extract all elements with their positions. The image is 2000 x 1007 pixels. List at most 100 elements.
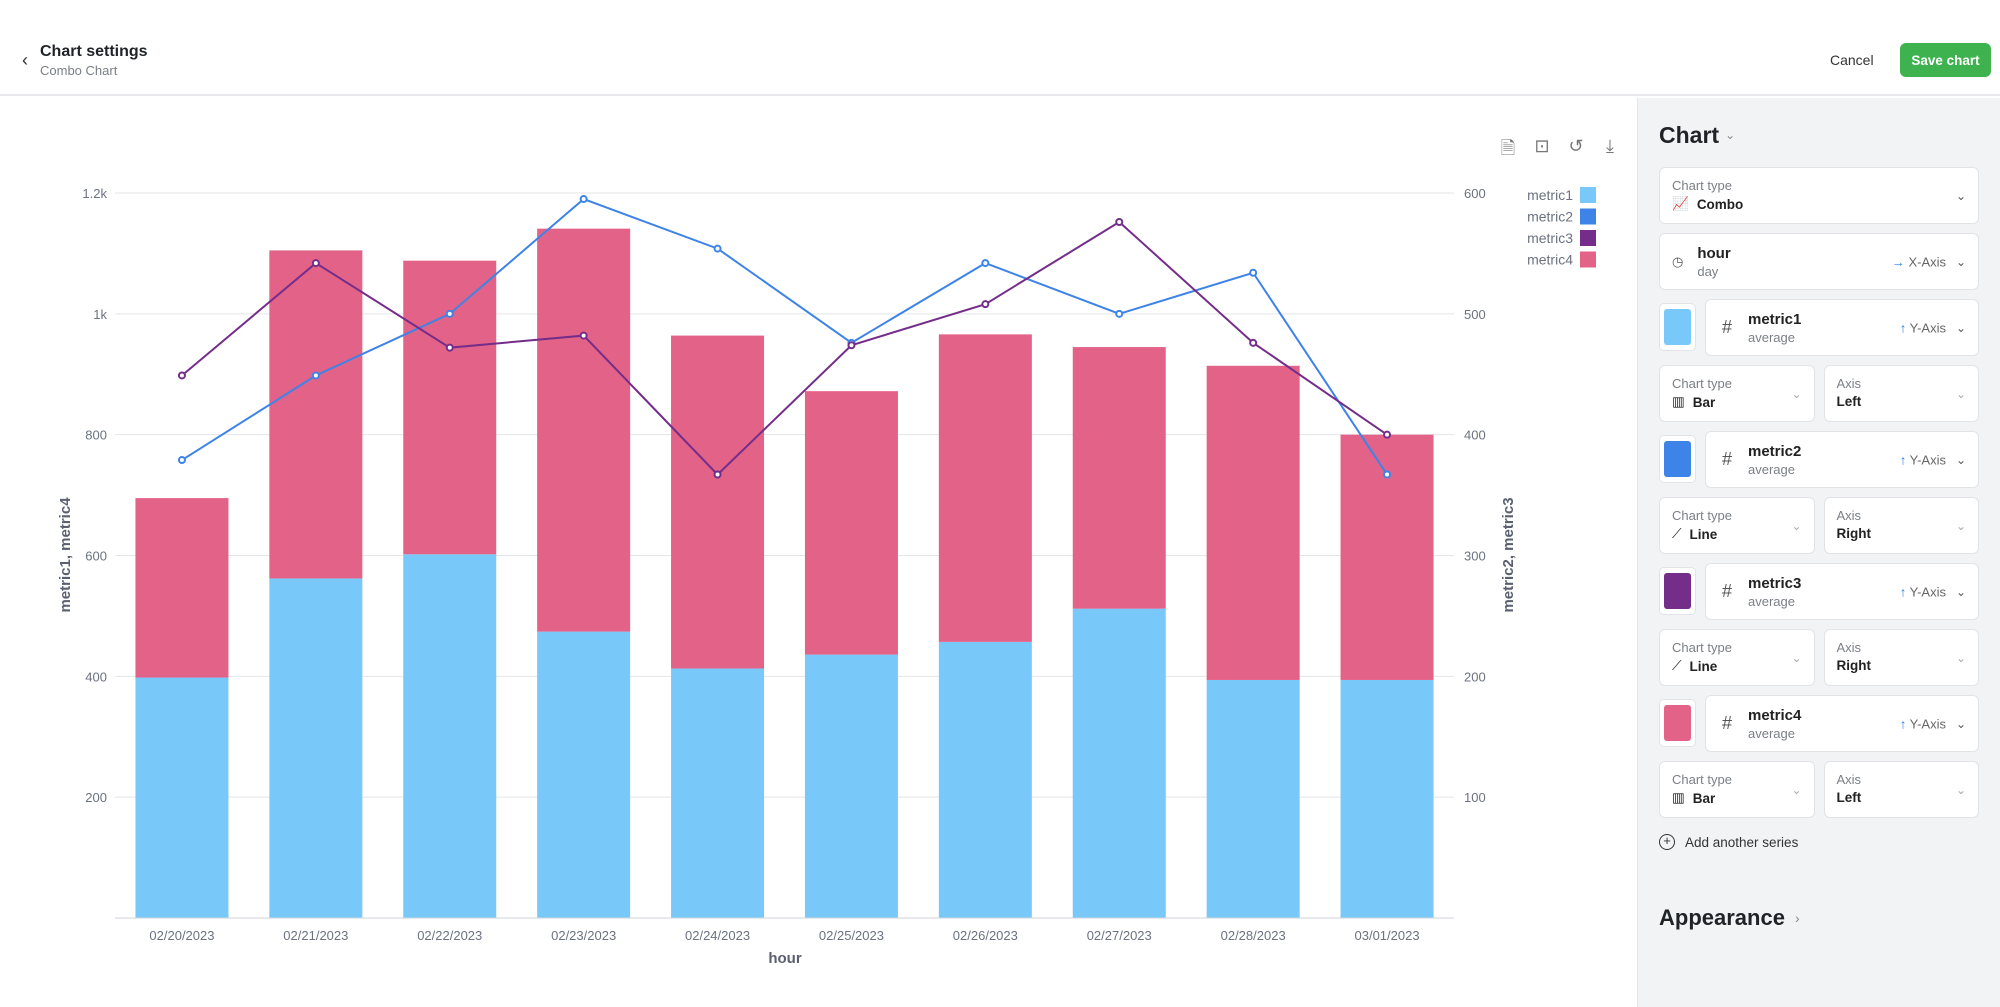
bar-metric1 <box>938 641 1032 918</box>
color-swatch <box>1664 441 1691 477</box>
x-tick-label: 02/21/2023 <box>283 928 348 943</box>
arrow-up-icon: ↑ <box>1899 716 1907 731</box>
series-name: metric1 <box>1748 310 1802 328</box>
chart-type-select[interactable]: Chart type 📈 Combo ⌄ <box>1659 167 1979 224</box>
chart-type-value: Line <box>1689 658 1718 674</box>
chevron-down-icon: ⌄ <box>1955 716 1966 731</box>
axis-tag: Y-Axis <box>1909 452 1946 467</box>
color-picker[interactable] <box>1659 567 1696 615</box>
axis-tag: Y-Axis <box>1909 584 1946 599</box>
axis-tag: X-Axis <box>1908 254 1946 269</box>
bar-metric4 <box>403 260 497 555</box>
series-field-card[interactable]: # metric2 average ↑ Y-Axis ⌄ <box>1705 431 1979 488</box>
line-metric2 <box>181 197 1388 476</box>
hash-icon: # <box>1722 449 1733 469</box>
x-tick-label: 02/23/2023 <box>551 928 616 943</box>
x-tick-label: 02/20/2023 <box>149 928 214 943</box>
legend-swatch <box>1580 208 1596 225</box>
bar-metric1 <box>804 654 898 918</box>
header: ‹ Chart settings Combo Chart Cancel Save… <box>0 0 2000 96</box>
x-tick-label: 02/28/2023 <box>1221 928 1286 943</box>
color-swatch <box>1664 705 1691 741</box>
bar-metric1 <box>1206 679 1300 918</box>
chart-section-toggle[interactable]: Chart ⌄ <box>1659 115 1979 155</box>
point-metric3 <box>579 331 588 340</box>
y-right-tick-label: 600 <box>1464 186 1486 201</box>
add-series-button[interactable]: + Add another series <box>1659 834 1979 850</box>
x-field-card[interactable]: ◷ hour day → X-Axis ⌄ <box>1659 233 1979 290</box>
chart-type-value: Combo <box>1696 196 1744 212</box>
series-field-card[interactable]: # metric4 average ↑ Y-Axis ⌄ <box>1705 695 1979 752</box>
crop-icon[interactable]: ⊡ <box>1534 136 1550 156</box>
axis-label: Axis <box>1836 772 1862 787</box>
series-chart-type-select[interactable]: Chart type ⟋ Line ⌄ <box>1659 629 1815 686</box>
color-picker[interactable] <box>1659 303 1696 351</box>
series-aggregation: average <box>1748 593 1795 609</box>
y-axis-right-title: metric2, metric3 <box>1500 497 1517 612</box>
point-metric3 <box>1383 430 1392 439</box>
series-chart-type-select[interactable]: Chart type ▥ Bar ⌄ <box>1659 365 1815 422</box>
axis-tag: Y-Axis <box>1909 716 1946 731</box>
hash-icon: # <box>1722 317 1733 337</box>
chevron-down-icon: ⌄ <box>1791 650 1802 665</box>
axis-label: Axis <box>1836 640 1862 655</box>
rotate-icon[interactable]: ↺ <box>1568 136 1584 156</box>
chart-type-label: Chart type <box>1672 772 1732 787</box>
bar-metric1 <box>269 578 363 918</box>
chart-type-label: Chart type <box>1672 178 1732 193</box>
appearance-section-toggle[interactable]: Appearance › <box>1659 905 1979 931</box>
x-tick-label: 02/24/2023 <box>685 928 750 943</box>
series-metric2: # metric2 average ↑ Y-Axis ⌄ <box>1659 431 1979 488</box>
bar-metric4 <box>938 334 1032 642</box>
series-chart-type-select[interactable]: Chart type ⟋ Line ⌄ <box>1659 497 1815 554</box>
bar-metric1 <box>1072 608 1166 918</box>
line-metric3 <box>181 220 1388 476</box>
cancel-button[interactable]: Cancel <box>1830 42 1874 78</box>
plus-circle-icon: + <box>1659 834 1675 850</box>
page-title: Chart settings <box>40 43 148 60</box>
legend-swatch <box>1580 251 1596 268</box>
series-aggregation: average <box>1748 725 1795 741</box>
arrow-up-icon: ↑ <box>1899 320 1907 335</box>
arrow-up-icon: ↑ <box>1899 584 1907 599</box>
download-icon[interactable]: ⤓ <box>1606 136 1614 156</box>
chevron-right-icon: › <box>1794 910 1800 926</box>
series-chart-type-select[interactable]: Chart type ▥ Bar ⌄ <box>1659 761 1815 818</box>
point-metric3 <box>847 341 856 350</box>
point-metric3 <box>177 371 186 380</box>
line-chart-icon: ⟋ <box>1672 526 1682 541</box>
series-axis-select[interactable]: Axis Left ⌄ <box>1823 365 1979 422</box>
series-axis-select[interactable]: Axis Left ⌄ <box>1823 761 1979 818</box>
chevron-down-icon: ⌄ <box>1955 386 1966 401</box>
save-chart-button[interactable]: Save chart <box>1900 43 1991 77</box>
x-field-name: hour <box>1697 244 1731 262</box>
document-icon[interactable]: 🗎 <box>1500 138 1516 158</box>
y-left-tick-label: 600 <box>85 549 107 564</box>
bar-metric4 <box>269 250 363 579</box>
series-field-card[interactable]: # metric3 average ↑ Y-Axis ⌄ <box>1705 563 1979 620</box>
chevron-down-icon: ⌄ <box>1955 452 1966 467</box>
legend-label: metric2 <box>1527 209 1573 225</box>
x-tick-label: 02/22/2023 <box>417 928 482 943</box>
color-picker[interactable] <box>1659 699 1696 747</box>
axis-value: Right <box>1836 526 1872 541</box>
bar-metric4 <box>671 335 765 669</box>
series-metric3: # metric3 average ↑ Y-Axis ⌄ <box>1659 563 1979 620</box>
x-tick-label: 02/27/2023 <box>1087 928 1152 943</box>
back-chevron-icon[interactable]: ‹ <box>22 50 28 70</box>
series-axis-select[interactable]: Axis Right ⌄ <box>1823 497 1979 554</box>
series-field-card[interactable]: # metric1 average ↑ Y-Axis ⌄ <box>1705 299 1979 356</box>
series-name: metric4 <box>1748 706 1802 724</box>
color-swatch <box>1664 309 1691 345</box>
chevron-down-icon: ⌄ <box>1791 782 1802 797</box>
legend-label: metric3 <box>1527 230 1573 246</box>
axis-value: Right <box>1836 658 1872 673</box>
point-metric3 <box>1115 218 1124 226</box>
settings-sidebar: Chart ⌄ Chart type 📈 Combo ⌄ ◷ hour day → X… <box>1637 98 2000 1007</box>
series-axis-select[interactable]: Axis Right ⌄ <box>1823 629 1979 686</box>
color-picker[interactable] <box>1659 435 1696 483</box>
section-title: Chart <box>1659 121 1720 148</box>
chevron-down-icon: ⌄ <box>1955 518 1966 533</box>
chevron-down-icon: ⌄ <box>1791 518 1802 533</box>
point-metric3 <box>1249 338 1258 347</box>
